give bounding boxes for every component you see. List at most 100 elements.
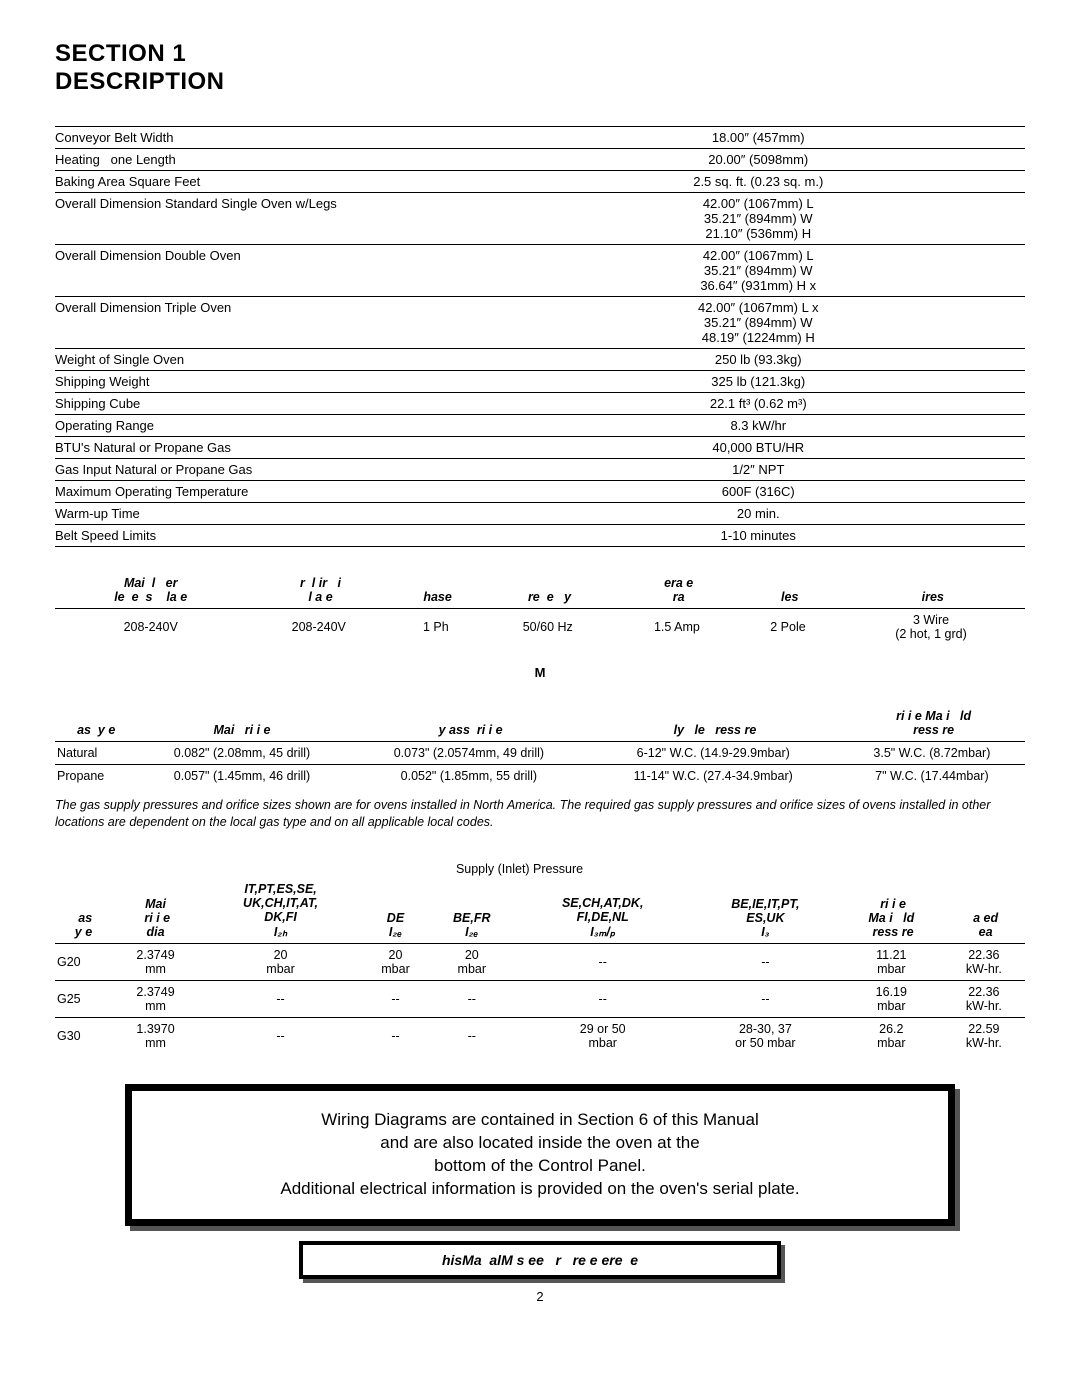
eu-header: as y e	[55, 878, 112, 944]
gas-cell: 6-12" W.C. (14.9-29.9mbar)	[588, 742, 839, 765]
eu-cell: --	[691, 980, 840, 1017]
elec-header: re e y	[481, 572, 615, 609]
eu-cell: 22.36 kW-hr.	[943, 943, 1025, 980]
spec-value: 325 lb (121.3kg)	[492, 371, 1026, 393]
section-title: SECTION 1 DESCRIPTION	[55, 40, 1025, 96]
elec-cell: 1.5 Amp	[615, 609, 739, 646]
spec-label: Belt Speed Limits	[55, 525, 492, 547]
eu-header: BE,FR I₂ₑ	[429, 878, 515, 944]
eu-cell: --	[515, 943, 691, 980]
eu-cell: 2.3749 mm	[112, 980, 199, 1017]
spec-value: 42.00″ (1067mm) L 35.21″ (894mm) W 36.64…	[492, 245, 1026, 297]
spec-value: 40,000 BTU/HR	[492, 437, 1026, 459]
spec-value: 42.00″ (1067mm) L 35.21″ (894mm) W 21.10…	[492, 193, 1026, 245]
gas-cell: 7" W.C. (17.44mbar)	[839, 765, 1025, 788]
gas-header: ly le ress re	[588, 705, 839, 742]
eu-cell: 28-30, 37 or 50 mbar	[691, 1017, 840, 1054]
eu-cell: 26.2 mbar	[840, 1017, 943, 1054]
eu-cell: 20 mbar	[429, 943, 515, 980]
spec-label: BTU's Natural or Propane Gas	[55, 437, 492, 459]
gas-header: Mai ri i e	[134, 705, 350, 742]
eu-cell: G25	[55, 980, 112, 1017]
gas-cell: Natural	[55, 742, 134, 765]
eu-cell: --	[362, 1017, 429, 1054]
gas-table: as y eMai ri i e y ass ri i e ly le ress…	[55, 705, 1025, 787]
eu-cell: 2.3749 mm	[112, 943, 199, 980]
elec-header: Mai l er le e s la e	[55, 572, 246, 609]
spec-label: Overall Dimension Double Oven	[55, 245, 492, 297]
spec-label: Shipping Weight	[55, 371, 492, 393]
spec-label: Operating Range	[55, 415, 492, 437]
eu-cell: --	[362, 980, 429, 1017]
eu-header: BE,IE,IT,PT, ES,UK I₃	[691, 878, 840, 944]
eu-cell: 20 mbar	[199, 943, 362, 980]
spec-value: 600F (316C)	[492, 481, 1026, 503]
gas-cell: 11-14" W.C. (27.4-34.9mbar)	[588, 765, 839, 788]
spec-table: Conveyor Belt Width18.00″ (457mm)Heating…	[55, 126, 1025, 547]
spec-label: Shipping Cube	[55, 393, 492, 415]
spec-label: Heating one Length	[55, 149, 492, 171]
eu-cell: 22.36 kW-hr.	[943, 980, 1025, 1017]
eu-cell: --	[429, 980, 515, 1017]
eu-header: DE I₂ₑ	[362, 878, 429, 944]
spec-value: 1-10 minutes	[492, 525, 1026, 547]
spec-value: 42.00″ (1067mm) L x 35.21″ (894mm) W 48.…	[492, 297, 1026, 349]
eu-header: Mai ri i e dia	[112, 878, 199, 944]
eu-header: a ed ea	[943, 878, 1025, 944]
spec-label: Overall Dimension Triple Oven	[55, 297, 492, 349]
gas-cell: 0.057" (1.45mm, 46 drill)	[134, 765, 350, 788]
spec-label: Weight of Single Oven	[55, 349, 492, 371]
eu-cell: G20	[55, 943, 112, 980]
gas-cell: 0.073" (2.0574mm, 49 drill)	[350, 742, 588, 765]
eu-header: SE,CH,AT,DK, FI,DE,NL I₃ₘ/ₚ	[515, 878, 691, 944]
eu-cell: --	[515, 980, 691, 1017]
elec-cell: 2 Pole	[739, 609, 837, 646]
spec-value: 8.3 kW/hr	[492, 415, 1026, 437]
elec-cell: 50/60 Hz	[481, 609, 615, 646]
eu-cell: 16.19 mbar	[840, 980, 943, 1017]
retain-notice: hisMa alM s ee r re e ere e	[299, 1241, 781, 1279]
spec-value: 250 lb (93.3kg)	[492, 349, 1026, 371]
elec-header: les	[739, 572, 837, 609]
eu-cell: --	[199, 1017, 362, 1054]
spec-value: 20.00″ (5098mm)	[492, 149, 1026, 171]
gas-cell: 0.082" (2.08mm, 45 drill)	[134, 742, 350, 765]
elec-header: r l ir i l a e	[246, 572, 391, 609]
elec-cell: 208-240V	[246, 609, 391, 646]
eu-cell: 11.21 mbar	[840, 943, 943, 980]
eu-cell: 20 mbar	[362, 943, 429, 980]
gas-footnote: The gas supply pressures and orifice siz…	[55, 797, 1025, 831]
eu-cell: 1.3970 mm	[112, 1017, 199, 1054]
eu-cell: 29 or 50 mbar	[515, 1017, 691, 1054]
eu-cell: --	[429, 1017, 515, 1054]
spec-label: Gas Input Natural or Propane Gas	[55, 459, 492, 481]
gas-cell: Propane	[55, 765, 134, 788]
eu-header: IT,PT,ES,SE, UK,CH,IT,AT, DK,FI I₂ₕ	[199, 878, 362, 944]
page-number: 2	[55, 1289, 1025, 1304]
eu-table: Supply (Inlet) Pressure as y eMai ri i e…	[55, 856, 1025, 1054]
eu-cell: 22.59 kW-hr.	[943, 1017, 1025, 1054]
spec-value: 1/2″ NPT	[492, 459, 1026, 481]
eu-cell: --	[691, 943, 840, 980]
wiring-notice: Wiring Diagrams are contained in Section…	[125, 1084, 954, 1226]
eu-caption: Supply (Inlet) Pressure	[199, 856, 840, 878]
gas-header: ri i e Ma i ld ress re	[839, 705, 1025, 742]
elec-header: hase	[391, 572, 480, 609]
spec-label: Overall Dimension Standard Single Oven w…	[55, 193, 492, 245]
eu-cell: G30	[55, 1017, 112, 1054]
spec-label: Baking Area Square Feet	[55, 171, 492, 193]
spec-value: 20 min.	[492, 503, 1026, 525]
elec-cell: 3 Wire (2 hot, 1 grd)	[837, 609, 1025, 646]
elec-header: ires	[837, 572, 1025, 609]
gas-caption: M	[55, 665, 1025, 680]
electrical-table: Mai l er le e s la e r l ir i l a e hase…	[55, 572, 1025, 645]
elec-cell: 208-240V	[55, 609, 246, 646]
elec-cell: 1 Ph	[391, 609, 480, 646]
spec-value: 22.1 ft³ (0.62 m³)	[492, 393, 1026, 415]
gas-cell: 0.052" (1.85mm, 55 drill)	[350, 765, 588, 788]
spec-label: Maximum Operating Temperature	[55, 481, 492, 503]
elec-header: era e ra	[615, 572, 739, 609]
spec-label: Warm-up Time	[55, 503, 492, 525]
eu-cell: --	[199, 980, 362, 1017]
gas-header: as y e	[55, 705, 134, 742]
